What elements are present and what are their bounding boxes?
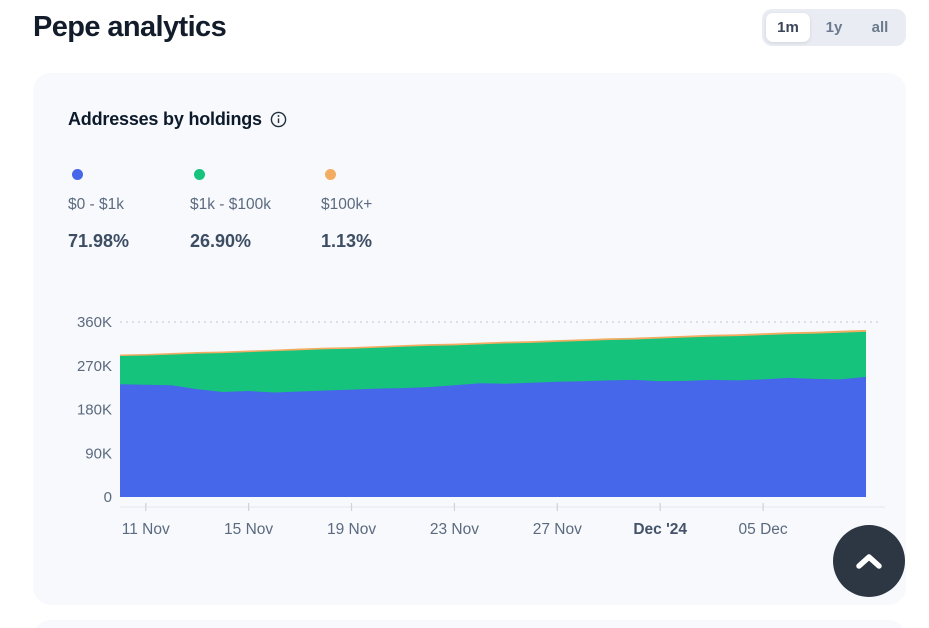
x-tick-label: 19 Nov <box>327 521 376 538</box>
x-tick-label: 05 Dec <box>739 521 788 538</box>
legend-label: $100k+ <box>321 196 373 213</box>
legend-value: 1.13% <box>321 231 373 251</box>
next-section-card <box>33 620 906 628</box>
chevron-up-icon <box>856 553 882 569</box>
legend-value: 71.98% <box>68 231 130 251</box>
legend-dot-green <box>194 169 205 180</box>
y-tick-label: 270K <box>77 358 112 375</box>
y-tick-label: 360K <box>77 314 112 331</box>
chart-area: 0 90K 180K 270K 360K 11 Nov 15 Nov 19 Nov 23 Nov… <box>33 301 906 551</box>
legend-item-0-1k[interactable]: $0 - $1k 71.98% <box>68 169 140 252</box>
page-header: Pepe analytics 1m 1y all <box>33 0 906 54</box>
addresses-by-holdings-card: Addresses by holdings $0 - $1k 71.98% $1… <box>33 73 906 605</box>
y-tick-label: 90K <box>85 445 112 462</box>
range-button-1m[interactable]: 1m <box>766 12 810 42</box>
y-tick-label: 180K <box>77 402 112 419</box>
legend-dot-orange <box>325 169 336 180</box>
legend-item-100k-plus[interactable]: $100k+ 1.13% <box>321 169 393 252</box>
info-icon[interactable] <box>270 111 287 128</box>
scroll-to-top-button[interactable] <box>833 525 905 597</box>
y-tick-label: 0 <box>104 489 112 506</box>
x-tick-label: 27 Nov <box>533 521 582 538</box>
legend-label: $0 - $1k <box>68 196 125 213</box>
legend-value: 26.90% <box>190 231 252 251</box>
card-title: Addresses by holdings <box>68 109 262 129</box>
x-tick-label: Dec '24 <box>633 521 687 538</box>
holdings-stacked-area-chart[interactable]: 0 90K 180K 270K 360K 11 Nov 15 Nov 19 Nov 23 Nov… <box>33 301 906 551</box>
range-button-all[interactable]: all <box>858 13 902 42</box>
legend-label: $1k - $100k <box>190 196 271 213</box>
x-tick-label: 23 Nov <box>430 521 479 538</box>
x-tick-label: 15 Nov <box>224 521 273 538</box>
range-button-1y[interactable]: 1y <box>812 13 856 42</box>
time-range-switcher: 1m 1y all <box>762 8 906 46</box>
card-title-row: Addresses by holdings <box>68 109 287 130</box>
x-tick-label: 11 Nov <box>122 521 170 538</box>
page-title: Pepe analytics <box>33 10 227 43</box>
legend-dot-blue <box>72 169 83 180</box>
area-series-0--0-1k <box>120 376 866 497</box>
legend-item-1k-100k[interactable]: $1k - $100k 26.90% <box>190 169 271 252</box>
chart-legend: $0 - $1k 71.98% $1k - $100k 26.90% $100k… <box>68 169 393 252</box>
